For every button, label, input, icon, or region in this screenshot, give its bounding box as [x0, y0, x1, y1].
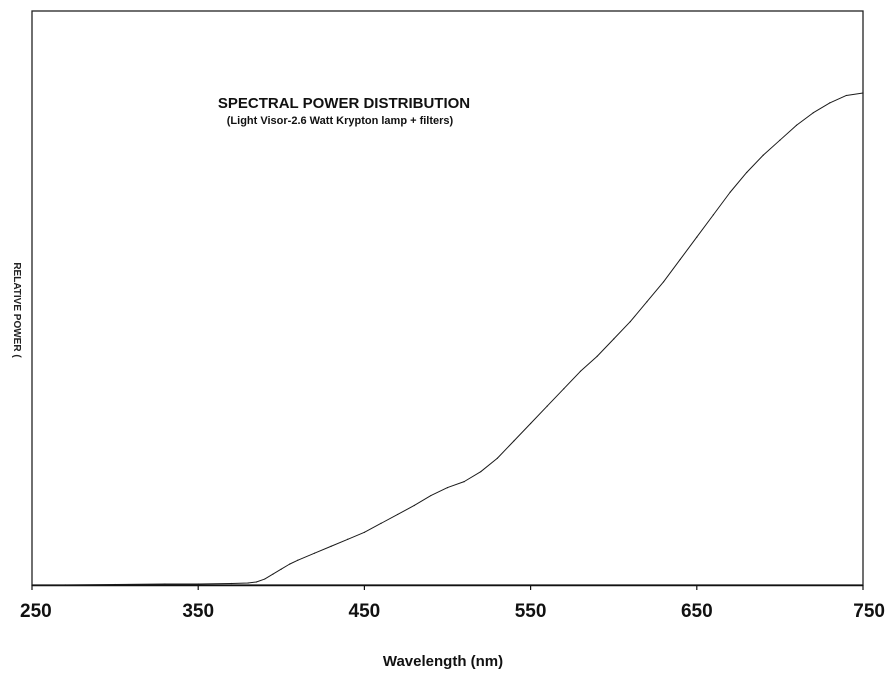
spectral-power-point: [845, 94, 847, 97]
spectral-power-point: [413, 504, 415, 507]
spectral-power-point: [513, 440, 515, 442]
x-tick-label: 650: [681, 601, 713, 622]
spectral-power-point: [530, 422, 532, 425]
spectral-power-point: [264, 578, 266, 580]
spectral-power-point: [712, 214, 715, 216]
spectral-power-point: [230, 582, 233, 585]
spectral-power-point: [463, 481, 465, 483]
spectral-power-point: [347, 538, 349, 540]
spectral-power-point: [779, 139, 781, 141]
spectral-power-point: [31, 584, 33, 586]
spectral-power-point: [795, 124, 798, 126]
spectral-power-point: [729, 191, 731, 193]
x-tick-label: 550: [515, 601, 547, 622]
spectral-power-point: [563, 388, 565, 390]
spectral-power-point: [397, 513, 399, 516]
spectral-power-point: [862, 92, 864, 94]
spectral-power-point: [646, 301, 648, 303]
spectral-power-point: [679, 258, 681, 261]
spectral-power-point: [272, 573, 274, 575]
spectral-power-point: [280, 568, 282, 570]
x-tick-label: 250: [20, 601, 52, 622]
spectral-power-point: [330, 545, 332, 547]
spectral-power-curve: [32, 92, 864, 586]
spectral-power-point: [812, 112, 814, 114]
spectral-power-point: [114, 583, 116, 586]
spectral-power-point: [496, 457, 498, 459]
spectral-power-point: [247, 582, 249, 584]
chart-title: SPECTRAL POWER DISTRIBUTION: [218, 95, 470, 112]
x-tick-label: 350: [182, 601, 214, 622]
spectral-power-point: [197, 583, 199, 585]
spectral-power-point: [596, 355, 598, 357]
spectral-power-point: [762, 154, 764, 156]
spectral-power-point: [430, 494, 432, 497]
y-axis-title: RELATIVE POWER (: [11, 262, 22, 358]
x-axis-title: Wavelength (nm): [383, 653, 503, 670]
x-tick-label: 450: [349, 601, 381, 622]
spectral-power-point: [629, 320, 631, 323]
spectral-power-point: [380, 522, 382, 524]
x-ticks: 250 350 450 550 650 750: [20, 585, 885, 622]
spectral-power-point: [446, 486, 449, 489]
spectral-power-point: [255, 581, 257, 583]
spectral-power-point: [746, 171, 748, 174]
spectral-power-point: [313, 552, 316, 554]
spectral-power-point: [363, 531, 365, 533]
spectral-power-point: [297, 559, 299, 561]
spectral-power-point: [289, 563, 291, 565]
series-layer: [31, 92, 864, 586]
spectral-power-point: [696, 236, 698, 238]
spectral-power-point: [662, 281, 665, 283]
spectral-power-point: [579, 370, 582, 372]
spectral-power-point: [164, 583, 166, 585]
chart-subtitle: (Light Visor-2.6 Watt Krypton lamp + fil…: [227, 115, 454, 127]
spectral-power-point: [613, 338, 615, 340]
spectral-power-point: [64, 584, 66, 586]
spectral-power-point: [829, 102, 831, 104]
spectral-power-point: [546, 405, 548, 407]
x-tick-label: 750: [853, 601, 885, 622]
spectral-power-point: [480, 471, 482, 473]
